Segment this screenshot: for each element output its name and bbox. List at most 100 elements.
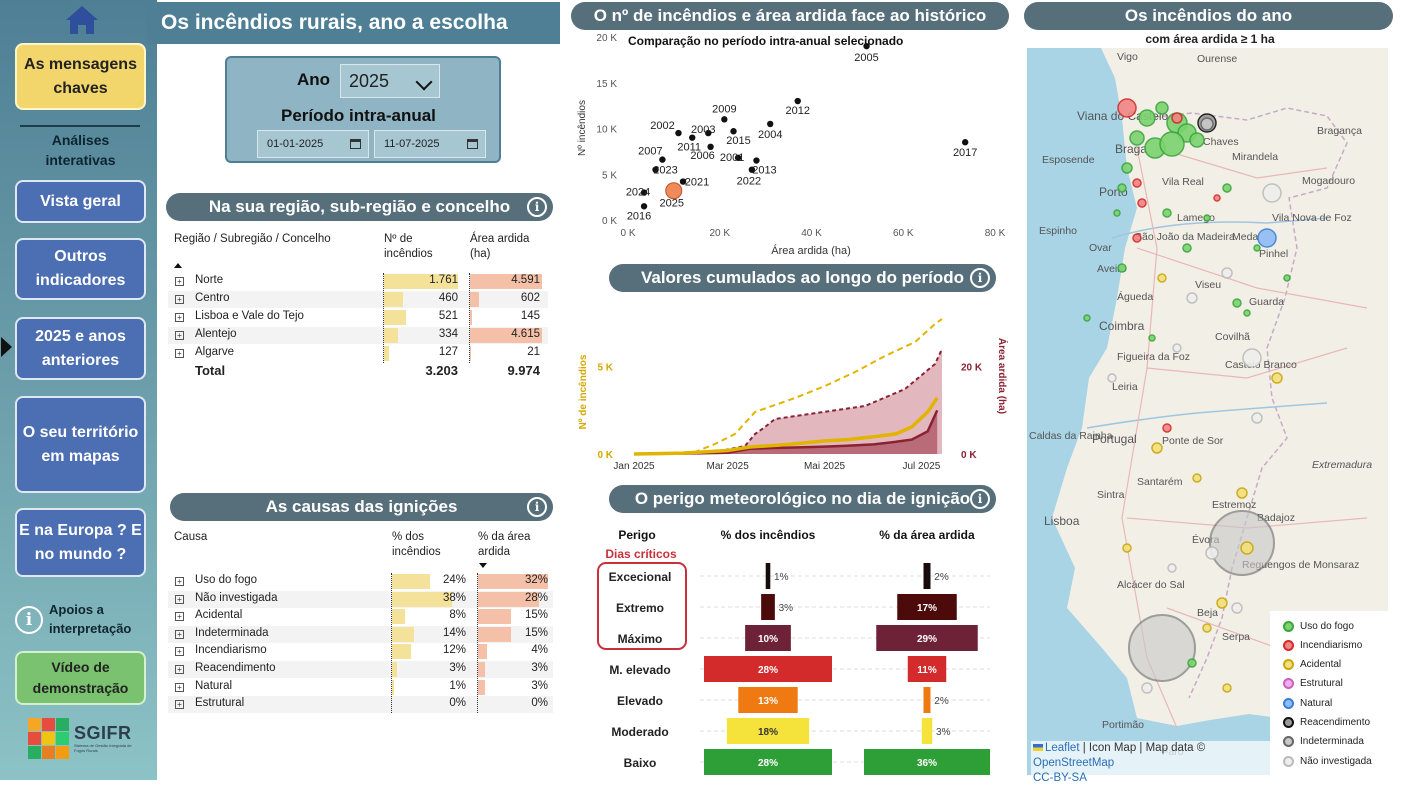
demo-video-button[interactable]: Vídeo de demonstração [15, 651, 146, 705]
fire-marker [1083, 314, 1091, 322]
table-row[interactable]: + Centro 460 602 [168, 291, 548, 308]
nav-year-history-button[interactable]: 2025 e anos anteriores [15, 317, 146, 380]
legend-dot-icon [1283, 659, 1294, 671]
info-icon[interactable]: i [970, 268, 990, 288]
fire-marker [1167, 563, 1177, 573]
year-dropdown[interactable]: 2025 [340, 64, 440, 98]
scatter-point-label: 2022 [737, 176, 761, 188]
col-header-cause[interactable]: Causa [174, 531, 208, 543]
osm-link[interactable]: OpenStreetMap [1033, 757, 1115, 769]
expand-icon[interactable]: + [175, 594, 184, 604]
expand-icon[interactable]: + [175, 313, 184, 322]
table-row[interactable]: + Norte 1.761 4.591 [168, 273, 548, 290]
col-header-level: Perigo [618, 528, 655, 542]
total-label: Total [195, 363, 226, 378]
scatter-point-label: 2025 [660, 198, 684, 210]
area-bar [921, 718, 933, 744]
home-icon[interactable] [64, 4, 100, 36]
fire-marker [1172, 343, 1182, 353]
fire-marker [1117, 183, 1127, 193]
scatter-point-label: 2021 [685, 177, 709, 189]
region-area: 4.615 [511, 328, 540, 340]
fire-marker [1137, 198, 1147, 208]
chevron-down-icon [415, 73, 433, 91]
sort-ascending-icon[interactable] [174, 263, 182, 268]
expand-icon[interactable]: + [175, 647, 184, 657]
table-row[interactable]: + Natural 1% 3% [168, 679, 553, 696]
nav-europe-world-button[interactable]: E na Europa ? E no mundo ? [15, 508, 146, 577]
cause-pct-fires: 0% [449, 697, 466, 710]
cause-name: Estrutural [195, 697, 245, 710]
fire-marker [1202, 623, 1212, 633]
fire-marker [1157, 273, 1167, 283]
expand-icon[interactable]: + [175, 349, 184, 358]
scatter-point [640, 203, 648, 210]
fires-value-label: 13% [758, 696, 778, 707]
causes-section-header: As causas das ignições i [170, 493, 553, 521]
table-row[interactable]: + Reacendimento 3% 3% [168, 661, 553, 678]
legend-dot-icon [1283, 678, 1294, 690]
expand-icon[interactable]: + [175, 629, 184, 639]
col-header-area[interactable]: Área ardida (ha) [470, 233, 530, 260]
expand-icon[interactable]: + [175, 331, 184, 340]
info-icon[interactable]: i [527, 497, 547, 517]
expand-icon[interactable]: + [175, 682, 184, 692]
date-end-input[interactable]: 11-07-2025 [374, 130, 486, 158]
region-rows: + Norte 1.761 4.591 + Centro 460 602 + Lisboa e V… [168, 273, 548, 363]
calendar-icon[interactable] [350, 139, 361, 149]
expand-icon[interactable]: + [175, 612, 184, 622]
table-row[interactable]: + Acidental 8% 15% [168, 608, 553, 625]
scatter-point [652, 166, 659, 173]
table-row[interactable]: + Uso do fogo 24% 32% [168, 573, 553, 590]
map-place-label: Coimbra [1099, 319, 1145, 333]
col-header-pct-fires[interactable]: % dos incêndios [392, 531, 441, 558]
count-bar [384, 328, 399, 343]
scatter-point-label: 2007 [638, 146, 662, 158]
map-place-label: Caldas da Rainha [1029, 430, 1113, 442]
nav-other-indicators-button[interactable]: Outros indicadores [15, 238, 146, 300]
table-row[interactable]: + Não investigada 38% 28% [168, 590, 553, 608]
expand-icon[interactable]: + [175, 665, 184, 674]
info-icon[interactable]: i [970, 489, 990, 509]
expand-icon[interactable]: + [175, 577, 184, 586]
col-header-pct-area[interactable]: % da área ardida [478, 531, 531, 558]
danger-chart: Perigo % dos incêndios % da área ardida Dia… [597, 528, 990, 775]
region-section-title: Na sua região, sub-região e concelho [208, 197, 511, 216]
help-interpretation-link[interactable]: i Apoios a interpretação [15, 598, 150, 642]
expand-icon[interactable]: + [175, 277, 184, 286]
leaflet-link[interactable]: Leaflet [1045, 742, 1080, 754]
nav-overview-button[interactable]: Vista geral [15, 180, 146, 223]
table-row[interactable]: + Indeterminada 14% 15% [168, 625, 553, 643]
col-header-region[interactable]: Região / Subregião / Concelho [174, 233, 331, 245]
table-row[interactable]: + Incendiarismo 12% 4% [168, 643, 553, 660]
expand-icon[interactable]: + [175, 295, 184, 304]
table-row[interactable]: + Alentejo 334 4.615 [168, 327, 548, 344]
key-messages-button[interactable]: As mensagens chaves [15, 43, 146, 110]
date-start-input[interactable]: 01-01-2025 [257, 130, 369, 158]
historical-count-line [633, 318, 943, 455]
y-tick-label: 0 K [602, 216, 617, 227]
expand-icon[interactable]: + [175, 700, 184, 710]
col-header-count[interactable]: Nº de incêndios [384, 233, 433, 260]
scatter-point [734, 154, 742, 161]
fire-marker [1138, 109, 1156, 127]
calendar-icon[interactable] [467, 139, 478, 149]
fire-marker [1182, 243, 1192, 253]
scatter-point [721, 116, 728, 123]
logo-subtitle: Sistema de Gestão Integrada de Fogos Rur… [74, 743, 132, 753]
map-place-label: Braga [1115, 142, 1147, 156]
fire-marker [1162, 208, 1172, 218]
region-area: 145 [520, 310, 540, 322]
sort-descending-icon[interactable] [479, 563, 487, 568]
table-row[interactable]: + Algarve 127 21 [168, 345, 548, 362]
table-row[interactable]: + Lisboa e Vale do Tejo 521 145 [168, 309, 548, 326]
fires-value-label: 1% [774, 572, 789, 583]
table-row[interactable]: + Estrutural 0% 0% [168, 696, 553, 714]
pct-area-bar [478, 574, 548, 589]
info-icon[interactable]: i [527, 197, 547, 217]
nav-territory-maps-button[interactable]: O seu território em mapas [15, 396, 146, 493]
fire-marker [1231, 602, 1243, 614]
license-link[interactable]: CC-BY-SA [1033, 772, 1087, 784]
